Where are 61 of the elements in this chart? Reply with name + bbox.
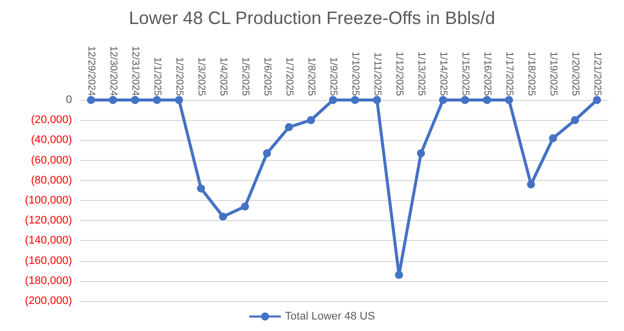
- x-tick-label: 1/4/2025: [218, 57, 228, 96]
- x-tick-label: 1/10/2025: [350, 52, 360, 96]
- point: [439, 96, 447, 104]
- point: [109, 96, 117, 104]
- x-tick-label: 1/7/2025: [284, 57, 294, 96]
- point: [373, 96, 381, 104]
- point: [549, 134, 557, 142]
- x-tick-label: 12/31/2024: [130, 46, 140, 96]
- legend-label: Total Lower 48 US: [285, 310, 375, 322]
- y-tick-label: 0: [66, 94, 72, 106]
- x-tick-label: 1/21/2025: [592, 52, 602, 96]
- x-tick-label: 12/30/2024: [108, 46, 118, 96]
- x-tick-label: 1/8/2025: [306, 57, 316, 96]
- x-tick-label: 12/29/2024: [86, 46, 96, 96]
- y-tick-label: (140,000): [24, 234, 72, 247]
- point: [197, 184, 205, 192]
- x-tick-label: 1/15/2025: [460, 52, 470, 96]
- point: [483, 96, 491, 104]
- x-tick-label: 1/17/2025: [504, 52, 514, 96]
- point: [153, 96, 161, 104]
- y-tick-label: (180,000): [24, 274, 72, 287]
- x-tick-label: 1/12/2025: [394, 52, 404, 96]
- x-tick-label: 1/13/2025: [416, 52, 426, 96]
- point: [505, 96, 513, 104]
- y-tick-label: (40,000): [31, 134, 72, 146]
- y-tick-label: (60,000): [31, 154, 72, 166]
- point: [417, 149, 425, 158]
- point: [219, 212, 227, 221]
- point: [307, 116, 315, 124]
- x-tick-label: 1/20/2025: [570, 52, 580, 96]
- x-tick-label: 1/3/2025: [196, 57, 206, 96]
- point: [351, 96, 359, 104]
- y-tick-label: (120,000): [24, 214, 72, 227]
- y-tick-label: (20,000): [31, 114, 72, 126]
- point: [175, 96, 183, 104]
- x-tick-label: 1/1/2025: [152, 57, 162, 96]
- point: [131, 96, 139, 104]
- point: [329, 96, 337, 104]
- x-tick-label: 1/2/2025: [174, 57, 184, 96]
- x-tick-label: 1/11/2025: [372, 52, 382, 96]
- point: [241, 202, 249, 211]
- y-tick-label: (200,000): [24, 295, 72, 307]
- y-tick-label: (160,000): [24, 254, 72, 267]
- point: [395, 270, 403, 279]
- point: [285, 123, 293, 132]
- x-tick-label: 1/16/2025: [482, 52, 492, 96]
- point: [263, 149, 271, 158]
- chart-title: Lower 48 CL Production Freeze-Offs in Bbls/d: [128, 8, 496, 28]
- point: [461, 96, 469, 104]
- point: [571, 116, 579, 124]
- y-tick-label: (80,000): [31, 174, 72, 186]
- point: [87, 96, 95, 104]
- x-tick-label: 1/18/2025: [526, 52, 536, 96]
- y-tick-label: (100,000): [24, 194, 72, 206]
- point: [527, 180, 535, 188]
- x-tick-label: 1/5/2025: [240, 57, 250, 96]
- x-tick-label: 1/6/2025: [262, 57, 272, 96]
- x-tick-label: 1/19/2025: [548, 52, 558, 96]
- x-tick-label: 1/9/2025: [328, 57, 338, 96]
- point: [593, 96, 601, 104]
- x-tick-label: 1/14/2025: [438, 52, 448, 96]
